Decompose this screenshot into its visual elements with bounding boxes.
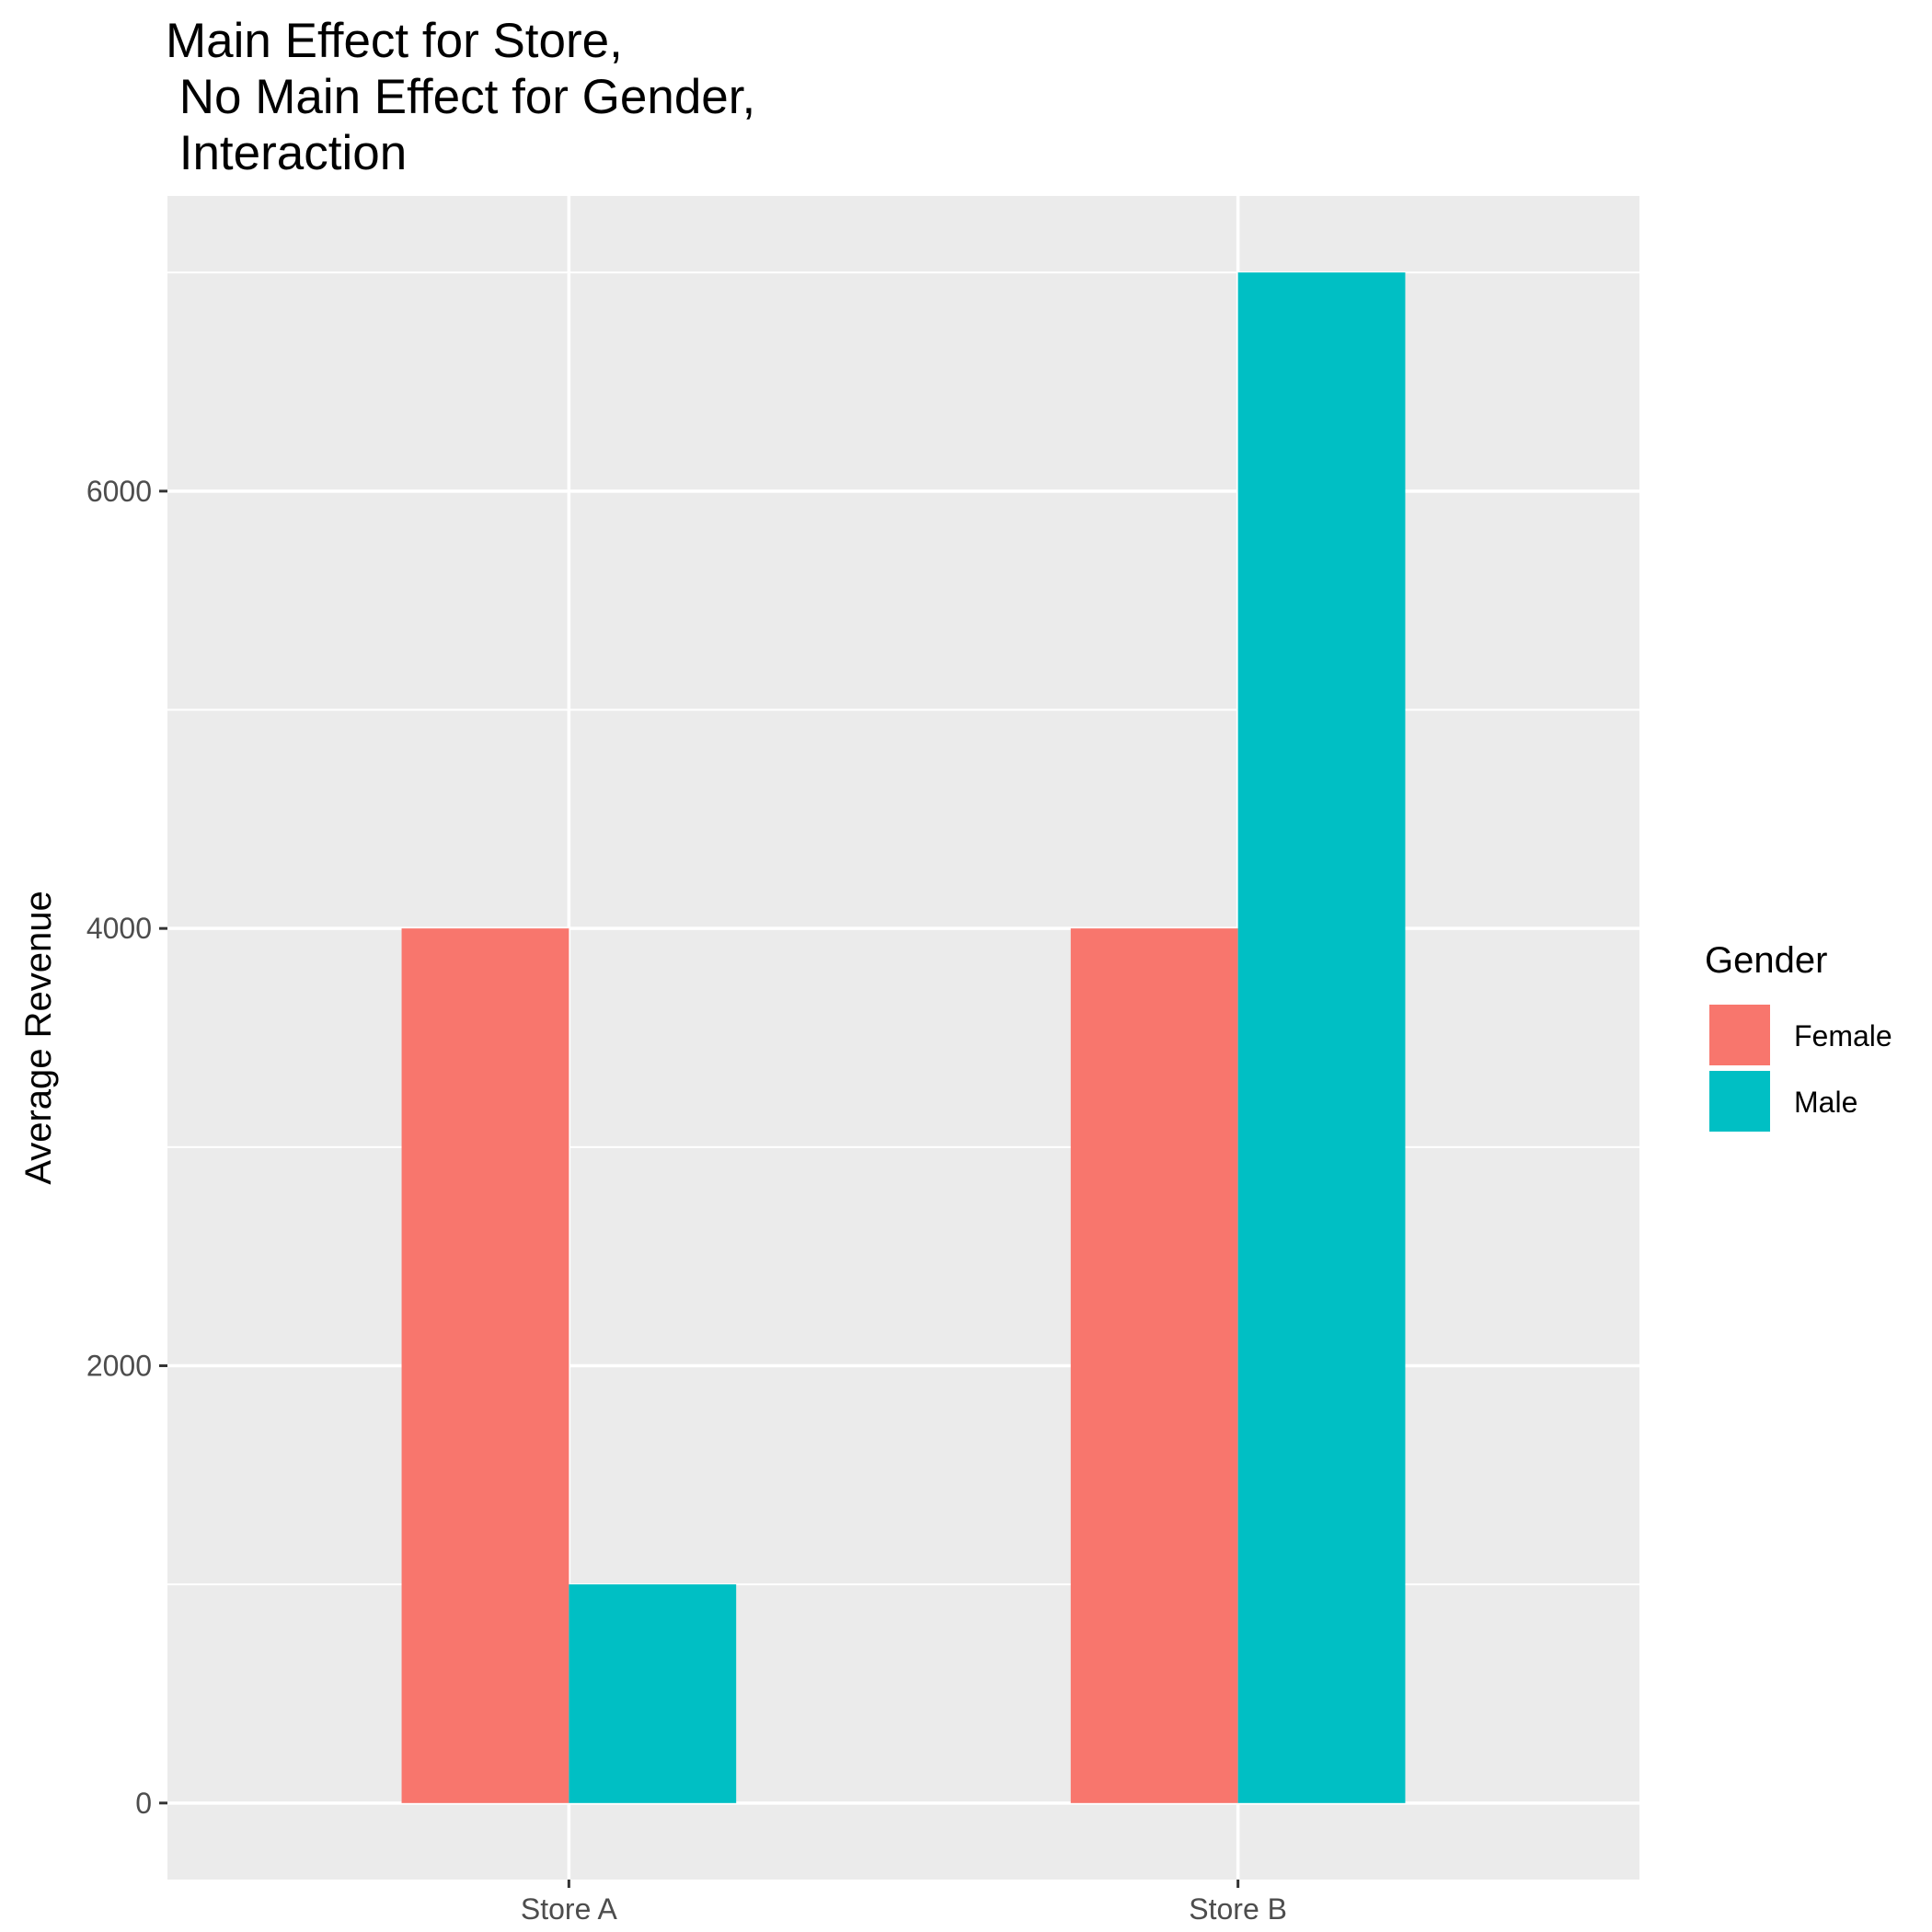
chart-title-line-1: Main Effect for Store, <box>166 14 623 68</box>
bar-store-b-female <box>1070 928 1238 1803</box>
bar-store-b-male <box>1237 272 1406 1803</box>
bar-store-a-female <box>401 928 569 1803</box>
legend-keys: Female Male <box>1709 1005 1892 1132</box>
y-tick-label: 0 <box>135 1787 152 1820</box>
bar-store-a-male <box>569 1584 737 1803</box>
legend-label-male: Male <box>1794 1086 1857 1119</box>
bars <box>401 272 1406 1803</box>
chart-title: Main Effect for Store, No Main Effect fo… <box>166 14 755 180</box>
legend-key-male <box>1709 1071 1770 1132</box>
y-axis: 0 2000 4000 6000 <box>86 475 167 1820</box>
legend-label-female: Female <box>1794 1019 1892 1052</box>
chart-title-line-2: No Main Effect for Gender, <box>166 70 755 124</box>
x-axis: Store A Store B <box>521 1880 1287 1926</box>
x-tick-label: Store A <box>521 1892 618 1926</box>
y-tick-label: 4000 <box>86 912 152 945</box>
legend: Gender Female Male <box>1705 940 1892 1132</box>
y-axis-title: Average Revenue <box>18 891 59 1185</box>
chart-title-line-3: Interaction <box>166 126 407 180</box>
legend-key-female <box>1709 1005 1770 1065</box>
plot-panel <box>167 196 1639 1880</box>
x-tick-label: Store B <box>1189 1892 1287 1926</box>
y-tick-label: 6000 <box>86 475 152 508</box>
legend-title: Gender <box>1705 940 1827 981</box>
y-tick-label: 2000 <box>86 1349 152 1382</box>
